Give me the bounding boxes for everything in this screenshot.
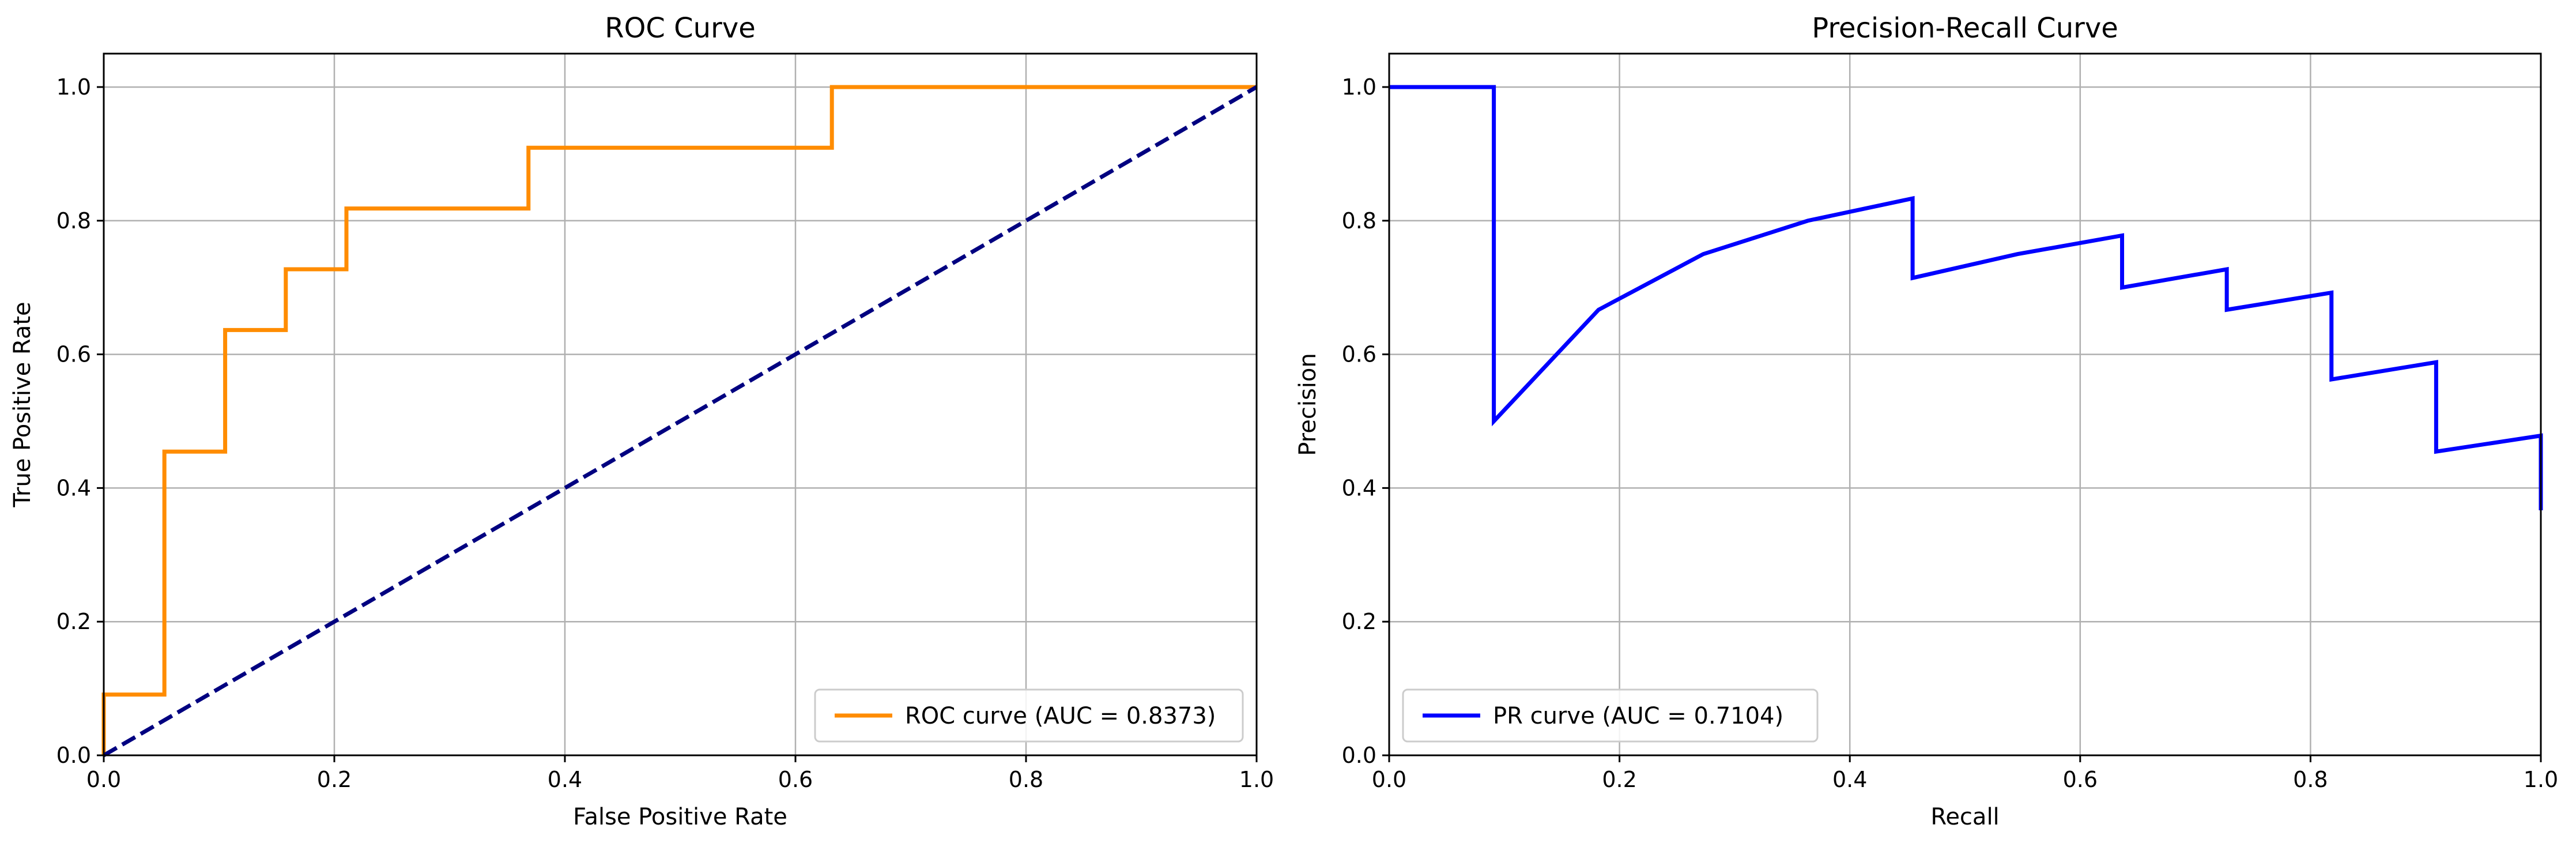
- pr-y-tick-label-2: 0.4: [1342, 475, 1376, 500]
- pr-x-tick-label-4: 0.8: [2293, 767, 2328, 792]
- roc-x-axis-label: False Positive Rate: [573, 804, 787, 830]
- pr-chart: 0.0 0.2 0.4 0.6 0.8 1.0 0.0 0.2 0.4 0.6 0.8 1.0 Prec…: [1295, 12, 2558, 830]
- roc-y-tick-label-5: 1.0: [56, 74, 91, 100]
- roc-x-tick-label-4: 0.8: [1009, 767, 1043, 792]
- roc-y-axis-label: True Positive Rate: [9, 302, 36, 507]
- roc-y-tick-label-2: 0.4: [56, 475, 91, 500]
- pr-x-tick-label-5: 1.0: [2524, 767, 2558, 792]
- roc-x-tick-label-2: 0.4: [548, 767, 582, 792]
- pr-x-tick-label-3: 0.6: [2063, 767, 2098, 792]
- roc-chart: 0.0 0.2 0.4 0.6 0.8 1.0 0.0 0.2 0.4 0.6 0.8 1.0 ROC …: [9, 12, 1274, 830]
- pr-x-tick-label-2: 0.4: [1832, 767, 1867, 792]
- roc-y-tick-label-0: 0.0: [56, 743, 91, 768]
- roc-legend-label: ROC curve (AUC = 0.8373): [905, 703, 1216, 729]
- pr-chart-title: Precision-Recall Curve: [1812, 12, 2118, 44]
- roc-y-tick-label-1: 0.2: [56, 609, 91, 634]
- roc-series-0-line: [101, 85, 1257, 755]
- roc-x-tick-label-0: 0.0: [86, 767, 121, 792]
- roc-x-tick-label-5: 1.0: [1239, 767, 1274, 792]
- pr-axes-frame: [1388, 52, 2542, 756]
- pr-y-tick-label-3: 0.6: [1342, 342, 1376, 367]
- roc-chart-title: ROC Curve: [605, 12, 756, 44]
- pr-y-tick-label-0: 0.0: [1342, 743, 1376, 768]
- roc-axes-frame: [103, 52, 1258, 756]
- pr-y-tick-label-1: 0.2: [1342, 609, 1376, 634]
- pr-y-axis-label: Precision: [1295, 353, 1321, 456]
- pr-y-tick-label-4: 0.8: [1342, 208, 1376, 234]
- roc-legend-box: [814, 688, 1244, 743]
- roc-legend: ROC curve (AUC = 0.8373): [814, 688, 1244, 743]
- pr-series-0-line: [1389, 85, 2543, 510]
- pr-legend: PR curve (AUC = 0.7104): [1402, 688, 1819, 743]
- roc-y-tick-label-4: 0.8: [56, 208, 91, 234]
- pr-x-axis-label: Recall: [1930, 804, 1999, 830]
- roc-x-tick-label-3: 0.6: [778, 767, 813, 792]
- pr-x-tick-label-0: 0.0: [1372, 767, 1406, 792]
- pr-y-tick-label-5: 1.0: [1342, 74, 1376, 100]
- pr-legend-label: PR curve (AUC = 0.7104): [1493, 703, 1783, 729]
- pr-x-tick-label-1: 0.2: [1602, 767, 1636, 792]
- roc-series-1-line: [103, 85, 1258, 758]
- roc-y-tick-label-3: 0.6: [56, 342, 91, 367]
- roc-x-tick-label-1: 0.2: [317, 767, 352, 792]
- pr-legend-box: [1402, 688, 1819, 743]
